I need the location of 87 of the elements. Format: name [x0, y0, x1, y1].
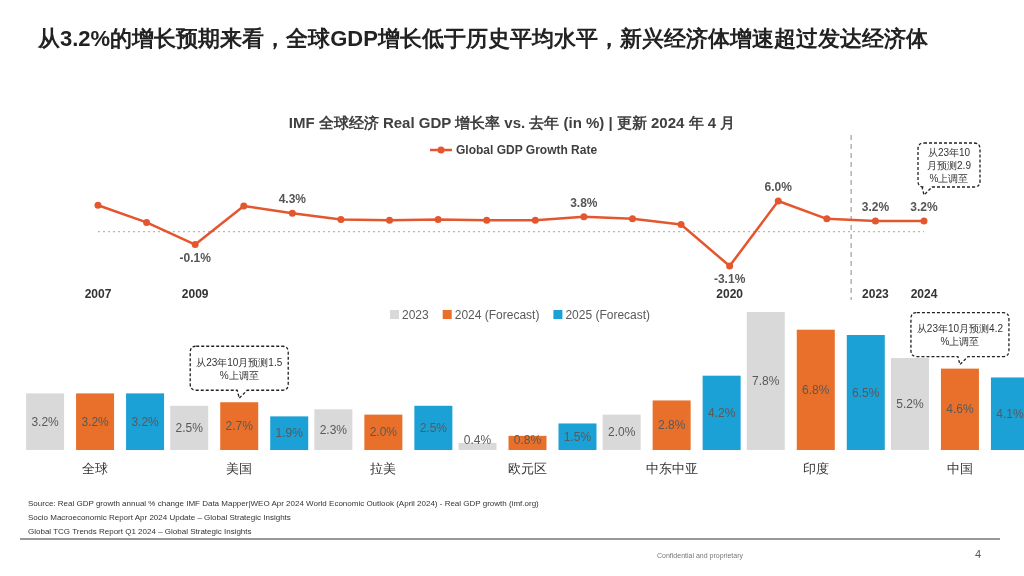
source-note: Source: Real GDP growth annual % change IMF Data Mapper|WEO Apr 2024 World Economic Outlook (April 2024) - Real GDP growth (imf.org) — [28, 499, 540, 508]
data-label: 2.5% — [419, 420, 448, 435]
annotation: 从23年10月预测4.2%上调至 — [916, 323, 1004, 348]
point — [483, 216, 491, 224]
point — [240, 202, 248, 210]
point — [191, 241, 199, 249]
point — [143, 218, 151, 226]
x-tick-label: 印度 — [802, 461, 829, 476]
point — [288, 209, 296, 217]
point — [726, 262, 734, 270]
point — [434, 216, 442, 224]
data-label: 6.5% — [852, 385, 880, 400]
chart-subtitle: IMF 全球经济 Real GDP 增长率 vs. 去年 (in %) | 更新 2024 年 4 月 — [288, 114, 736, 131]
legend-label: 2024 (Forecast) — [454, 308, 540, 322]
bar — [890, 358, 929, 450]
point — [677, 221, 685, 229]
text: 从23年10月预测2.9%上调至 — [927, 147, 972, 184]
legend-label: Global GDP Growth Rate — [456, 143, 598, 157]
data-label: 5.2% — [896, 397, 924, 411]
bar — [220, 402, 259, 450]
data-label: 2.7% — [225, 419, 254, 434]
data-label: 4.2% — [707, 405, 736, 420]
data-label: 2.5% — [175, 420, 204, 435]
bar — [314, 409, 353, 450]
point — [337, 216, 345, 224]
bar — [126, 393, 165, 450]
data-label: 6.0% — [764, 180, 793, 194]
bar — [940, 368, 979, 450]
x-tick-label: 2009 — [181, 287, 209, 301]
point — [871, 217, 879, 225]
data-label: 4.3% — [278, 192, 307, 207]
point — [580, 213, 588, 221]
point — [823, 215, 831, 223]
data-label: 2.0% — [607, 425, 636, 440]
data-label: 2.8% — [657, 418, 686, 433]
data-label: 3.2% — [81, 414, 110, 429]
legend-label: 2023 — [402, 308, 430, 322]
legend-label: 2025 (Forecast) — [565, 308, 651, 322]
x-tick-label: 欧元区 — [508, 461, 547, 476]
data-label: 4.1% — [996, 406, 1024, 421]
data-label: -3.1% — [713, 272, 746, 286]
data-label: 0.8% — [513, 433, 542, 447]
bar — [26, 393, 65, 450]
point — [386, 216, 394, 224]
text: Global TCG Trends Report Q1 2024 – Global Strategic Insights — [28, 527, 252, 536]
data-label: 3.8% — [570, 195, 598, 210]
bar — [702, 375, 741, 450]
bar — [746, 312, 785, 450]
data-label: 3.2% — [131, 414, 160, 429]
bar — [652, 400, 691, 450]
data-label: 2.0% — [369, 425, 398, 440]
point — [94, 201, 102, 209]
x-tick-label: 全球 — [82, 461, 109, 476]
x-tick-label: 拉美 — [370, 461, 397, 476]
x-tick-label: 中国 — [946, 461, 973, 476]
bar — [270, 416, 309, 450]
x-tick-label: 美国 — [226, 461, 253, 476]
data-label: 7.8% — [752, 374, 780, 388]
text: Socio Macroeconomic Report Apr 2024 Update – Global Strategic Insights — [28, 513, 291, 522]
data-label: 2.3% — [319, 422, 348, 437]
x-tick-label: 2007 — [84, 287, 112, 301]
point — [920, 217, 928, 225]
bar — [846, 335, 885, 450]
data-label: 0.4% — [463, 433, 492, 447]
data-label: 6.8% — [802, 382, 830, 397]
data-label: 3.2% — [31, 414, 60, 429]
bar — [76, 393, 115, 450]
bar — [458, 442, 497, 450]
x-tick-label: 2023 — [862, 287, 890, 301]
point — [628, 215, 636, 223]
bar — [414, 405, 453, 450]
data-label: 4.6% — [946, 402, 974, 417]
data-label: 1.9% — [275, 426, 304, 441]
data-label: 1.5% — [563, 429, 592, 444]
chart-title: 从3.2%的增长预期来看，全球GDP增长低于历史平均水平，新兴经济体增速超过发达经济体 — [38, 25, 929, 53]
x-tick-label: 2020 — [716, 287, 744, 301]
text: 4 — [975, 548, 982, 560]
data-label: 3.2% — [910, 200, 938, 214]
bar — [796, 329, 835, 450]
data-label: 3.2% — [861, 200, 890, 214]
point — [774, 197, 782, 205]
x-tick-label: 中东中亚 — [645, 461, 698, 476]
data-label: -0.1% — [179, 250, 212, 265]
point — [531, 216, 539, 224]
bar — [170, 405, 209, 450]
x-tick-label: 2024 — [910, 287, 938, 301]
annotation: 从23年10月预测1.5%上调至 — [196, 356, 283, 381]
